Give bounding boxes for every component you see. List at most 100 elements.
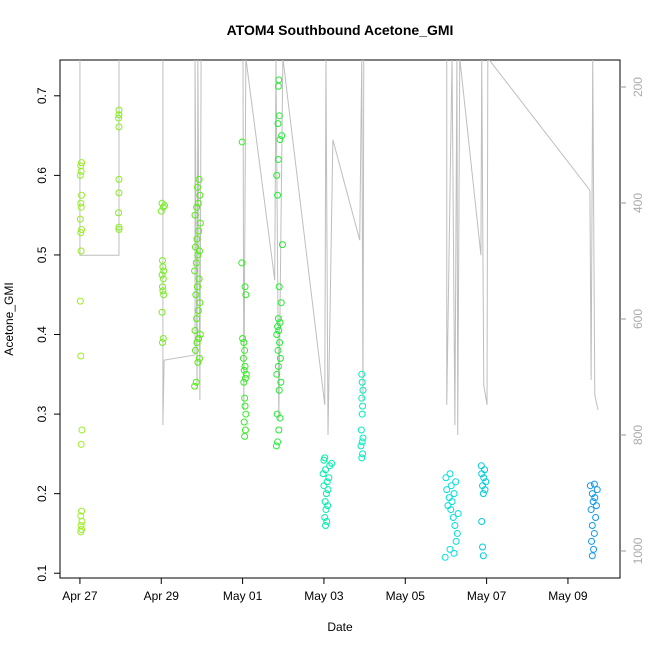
x-tick-label: May 01 xyxy=(223,589,263,603)
data-point xyxy=(242,370,250,378)
data-point xyxy=(275,426,283,434)
data-point xyxy=(242,291,250,299)
data-point xyxy=(276,136,284,144)
data-point xyxy=(449,514,457,522)
y2-tick-label: 1000 xyxy=(631,537,645,564)
data-point xyxy=(359,434,367,442)
x-tick-label: May 07 xyxy=(467,589,507,603)
data-point xyxy=(272,442,280,450)
data-point xyxy=(328,459,336,467)
data-point xyxy=(158,257,166,265)
data-point xyxy=(358,410,366,418)
data-point xyxy=(447,482,455,490)
x-axis-label: Date xyxy=(327,620,353,634)
data-point xyxy=(590,529,598,537)
data-point xyxy=(321,514,329,522)
data-point xyxy=(479,490,487,498)
data-point xyxy=(592,514,600,522)
data-point xyxy=(77,229,85,237)
data-point xyxy=(159,203,167,211)
data-point xyxy=(241,432,249,440)
data-point xyxy=(192,378,200,386)
data-point xyxy=(321,498,329,506)
data-point xyxy=(357,426,365,434)
x-tick-label: May 09 xyxy=(548,589,588,603)
data-point xyxy=(159,334,167,342)
data-point xyxy=(158,338,166,346)
data-point xyxy=(275,327,283,335)
data-point xyxy=(325,474,333,482)
data-point xyxy=(78,518,86,526)
data-point xyxy=(359,386,367,394)
data-point xyxy=(359,450,367,458)
data-point xyxy=(322,506,330,514)
data-point xyxy=(77,203,85,211)
data-point xyxy=(115,209,123,217)
data-point xyxy=(240,366,248,374)
data-point xyxy=(158,283,166,291)
data-point xyxy=(157,207,165,215)
data-point xyxy=(445,494,453,502)
y-axis-label: Acetone_GMI xyxy=(2,282,16,355)
y2-tick-label: 600 xyxy=(631,309,645,329)
data-point xyxy=(477,462,485,470)
data-point xyxy=(160,291,168,299)
data-point xyxy=(358,454,366,462)
data-point xyxy=(275,283,283,291)
data-point xyxy=(273,171,281,179)
data-point xyxy=(76,297,84,305)
data-point xyxy=(78,525,86,533)
data-point xyxy=(191,211,199,219)
data-point xyxy=(193,183,201,191)
data-point xyxy=(450,490,458,498)
data-point xyxy=(588,537,596,545)
data-point xyxy=(115,111,123,119)
data-point xyxy=(446,545,454,553)
data-point xyxy=(277,299,285,307)
data-point xyxy=(161,202,169,210)
data-point xyxy=(322,490,330,498)
data-point xyxy=(443,486,451,494)
data-point xyxy=(195,354,203,362)
data-point xyxy=(358,370,366,378)
data-point xyxy=(357,442,365,450)
data-point xyxy=(195,275,203,283)
data-point xyxy=(78,225,86,233)
data-point xyxy=(275,112,283,120)
data-point xyxy=(592,502,600,510)
y-tick-label: 0.1 xyxy=(35,565,49,582)
x-tick-label: May 03 xyxy=(304,589,344,603)
data-point xyxy=(76,215,84,223)
data-point xyxy=(191,267,199,275)
data-point xyxy=(478,518,486,526)
data-point xyxy=(191,243,199,251)
data-point xyxy=(274,155,282,163)
data-point xyxy=(240,338,248,346)
data-point xyxy=(274,438,282,446)
data-point xyxy=(115,175,123,183)
data-point xyxy=(194,251,202,259)
data-point xyxy=(115,106,123,114)
data-point xyxy=(278,132,286,140)
data-point xyxy=(479,543,487,551)
data-point xyxy=(359,402,367,410)
data-point xyxy=(195,247,203,255)
data-point xyxy=(115,225,123,233)
data-point xyxy=(587,506,595,514)
data-point xyxy=(444,502,452,510)
data-point xyxy=(115,114,123,122)
data-point xyxy=(77,162,85,170)
data-point xyxy=(77,352,85,360)
data-point xyxy=(160,267,168,275)
data-point xyxy=(276,354,284,362)
data-point xyxy=(193,203,201,211)
data-point xyxy=(276,338,284,346)
plot-frame xyxy=(59,59,621,579)
data-point xyxy=(238,259,246,267)
pressure-line xyxy=(79,60,599,435)
data-point xyxy=(115,123,123,131)
x-tick-label: Apr 29 xyxy=(144,589,180,603)
data-point xyxy=(446,470,454,478)
data-point xyxy=(241,346,249,354)
